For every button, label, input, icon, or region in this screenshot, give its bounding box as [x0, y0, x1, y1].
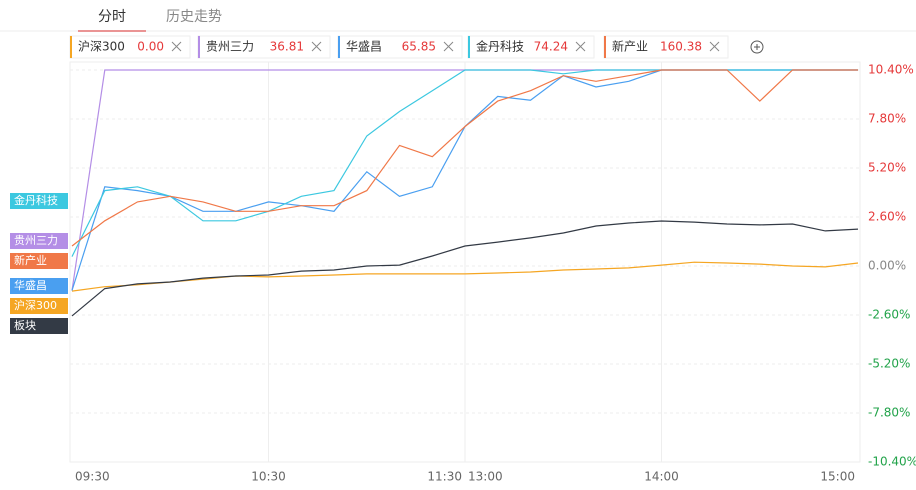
x-tick-label: 15:00	[820, 470, 855, 484]
legend-name: 沪深300	[78, 40, 125, 54]
legend-close[interactable]	[575, 41, 586, 52]
x-tick-label: 13:00	[468, 470, 503, 484]
x-tick-label: 09:30	[75, 470, 110, 484]
legend-swatch	[198, 36, 200, 58]
series-line	[71, 69, 858, 247]
legend-price: 36.81	[270, 40, 304, 54]
add-button[interactable]	[750, 40, 764, 54]
legend-name: 贵州三力	[206, 40, 254, 54]
series-tag-label: 金丹科技	[14, 193, 58, 207]
legend-name: 新产业	[612, 39, 648, 54]
legend-swatch	[468, 36, 470, 58]
legend-swatch	[338, 36, 340, 58]
y-tick-label: 5.20%	[868, 161, 906, 175]
series-tag-label: 贵州三力	[14, 234, 58, 247]
legend-name: 金丹科技	[476, 39, 524, 54]
legend-close[interactable]	[709, 41, 720, 52]
legend-close[interactable]	[311, 41, 322, 52]
y-tick-label: -10.40%	[868, 455, 916, 469]
series-tag-label: 华盛昌	[14, 278, 47, 292]
series-tag-label: 沪深300	[14, 298, 57, 312]
tab-active[interactable]: 分时	[98, 9, 126, 25]
legend-price: 65.85	[402, 40, 436, 54]
legend-swatch	[70, 36, 72, 58]
y-tick-label: 7.80%	[868, 112, 906, 126]
series-tag	[10, 193, 68, 209]
series-tag-label: 板块	[14, 318, 36, 332]
legend-swatch	[604, 36, 606, 58]
y-tick-label: 0.00%	[868, 259, 906, 273]
legend-close[interactable]	[171, 41, 182, 52]
legend-price: 0.00	[137, 40, 164, 54]
tab[interactable]: 历史走势	[166, 9, 222, 25]
series-tag	[10, 253, 68, 269]
x-tick-label: 14:00	[644, 470, 679, 484]
y-tick-label: -5.20%	[868, 357, 910, 371]
y-tick-label: -2.60%	[868, 308, 910, 322]
x-tick-label: 11:30	[427, 470, 462, 484]
series-tag	[10, 233, 68, 249]
add-icon	[754, 44, 760, 50]
legend-close[interactable]	[443, 41, 454, 52]
y-tick-label: -7.80%	[868, 406, 910, 420]
legend-price: 74.24	[534, 40, 568, 54]
series-tag	[10, 318, 68, 334]
legend-name: 华盛昌	[346, 39, 382, 54]
y-tick-label: 10.40%	[868, 63, 914, 77]
y-tick-label: 2.60%	[868, 210, 906, 224]
x-tick-label: 10:30	[251, 470, 286, 484]
series-tag	[10, 298, 68, 314]
legend-price: 160.38	[660, 40, 702, 54]
series-tag-label: 新产业	[14, 253, 47, 267]
series-line	[71, 220, 859, 317]
series-tag	[10, 278, 68, 294]
series-line	[71, 261, 859, 292]
